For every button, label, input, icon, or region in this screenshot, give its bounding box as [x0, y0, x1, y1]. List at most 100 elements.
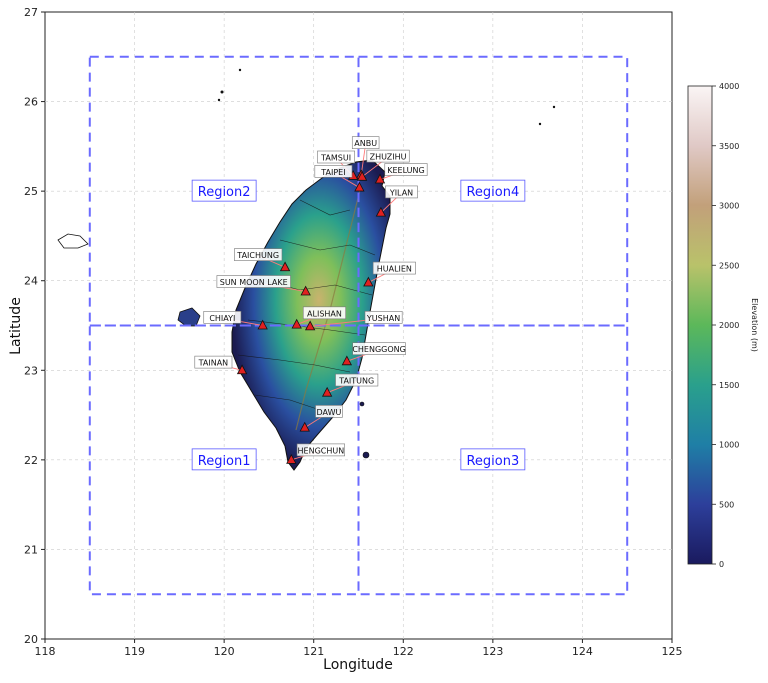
station-label-box [366, 149, 410, 163]
y-tick-label: 26 [24, 96, 38, 109]
colorbar-tick-label: 1500 [719, 381, 739, 390]
y-axis-ticks: 20 21 22 23 24 25 26 27 [24, 6, 45, 646]
station-label: TAITUNG [338, 377, 374, 386]
y-tick-label: 25 [24, 185, 38, 198]
station-marker [363, 276, 374, 287]
y-tick-label: 23 [24, 364, 38, 377]
region-label: Region1 [198, 454, 251, 469]
colorbar [687, 85, 713, 565]
colorbar-tick-label: 3000 [719, 202, 739, 211]
colorbar-title: Elevation (m) [750, 298, 759, 352]
station-label: HENGCHUN [298, 446, 345, 455]
region-label-box [191, 448, 257, 471]
region-label-box [191, 179, 257, 202]
orchid-island [362, 451, 370, 459]
station-label-box [296, 443, 345, 457]
station-marker [279, 261, 291, 272]
colorbar-tick-label: 0 [719, 560, 724, 569]
station-label: ZHUZIHU [370, 153, 407, 162]
station-label: YUSHAN [366, 314, 400, 323]
region-label: Region2 [198, 185, 251, 200]
colorbar-tick-label: 3500 [719, 142, 739, 151]
station-marker [300, 285, 311, 296]
station-marker [374, 173, 386, 184]
station-label: CHENGGONG [352, 345, 406, 354]
station-label-box [385, 185, 418, 199]
region-boxes: Region1 Region2 Region3 Region4 [88, 55, 629, 596]
station-marker [375, 206, 387, 217]
x-tick-label: 122 [393, 645, 414, 658]
region-label: Region4 [466, 185, 519, 200]
station-label: YILAN [389, 188, 413, 197]
region-label: Region3 [466, 454, 519, 469]
matsu-island [217, 98, 221, 102]
station-label: KEELUNG [387, 166, 424, 175]
colorbar-tick-label: 2000 [719, 321, 739, 330]
y-tick-label: 22 [24, 454, 38, 467]
station-label: TAIPEI [320, 168, 345, 177]
station-label-box [384, 163, 428, 176]
station-marker [257, 319, 268, 330]
x-tick-label: 120 [214, 645, 235, 658]
x-tick-label: 123 [482, 645, 503, 658]
station-marker [299, 421, 310, 432]
y-tick-label: 27 [24, 6, 38, 19]
station-label: DAWU [317, 408, 342, 417]
green-island [359, 401, 365, 407]
station-marker [236, 364, 248, 375]
station-label-box [314, 165, 353, 178]
y-axis-title: Latitude [8, 297, 24, 355]
station-label: CHIAYI [209, 314, 235, 323]
station-marker [291, 318, 302, 329]
station-label-box [335, 373, 379, 387]
station-marker [304, 320, 316, 331]
station-label-box [315, 405, 343, 418]
x-tick-label: 121 [303, 645, 324, 658]
matsu-island [238, 68, 242, 72]
region-label-box [460, 448, 526, 471]
station-label: ANBU [354, 139, 377, 148]
station-marker [356, 170, 368, 181]
colorbar-tick-label: 4000 [719, 82, 739, 91]
x-axis-ticks: 118 119 120 121 122 123 124 125 [35, 639, 683, 658]
station-label-box [372, 261, 416, 275]
station-label-box [194, 355, 233, 369]
x-tick-label: 118 [35, 645, 56, 658]
y-tick-label: 21 [24, 543, 38, 556]
small-island [538, 122, 542, 126]
station-label: ALISHAN [307, 309, 342, 318]
station-marker [354, 181, 365, 192]
region-label-box [460, 179, 526, 202]
colorbar-tick-label: 500 [719, 500, 734, 509]
x-tick-label: 124 [572, 645, 593, 658]
colorbar-tick-label: 2500 [719, 261, 739, 270]
station-label-box [317, 150, 356, 164]
station-label-box [302, 306, 346, 320]
colorbar-tick-label: 1000 [719, 441, 739, 450]
station-label: TAMSUI [320, 154, 351, 163]
x-tick-label: 125 [662, 645, 683, 658]
station-label: SUN MOON LAKE [220, 278, 288, 287]
station-marker [341, 355, 353, 366]
kinmen-islands [57, 233, 89, 249]
station-label-box [203, 311, 242, 324]
station-label: HUALIEN [377, 265, 412, 274]
colorbar-ticks: 0 500 1000 1500 2000 2500 3000 3500 4000 [712, 82, 739, 569]
station-marker [286, 454, 297, 464]
x-tick-label: 119 [124, 645, 145, 658]
x-axis-title: Longitude [323, 657, 393, 673]
station-label: TAINAN [198, 359, 229, 368]
station-label-box [351, 136, 380, 149]
station-label-box [352, 342, 406, 355]
station-label-box [364, 311, 403, 324]
y-tick-label: 24 [24, 275, 38, 288]
matsu-island [220, 90, 224, 94]
station-label: TAICHUNG [236, 251, 279, 260]
station-label-box [234, 248, 283, 261]
small-island [552, 105, 556, 109]
station-marker [321, 386, 333, 397]
y-tick-label: 20 [24, 633, 38, 646]
station-label-box [216, 275, 291, 288]
